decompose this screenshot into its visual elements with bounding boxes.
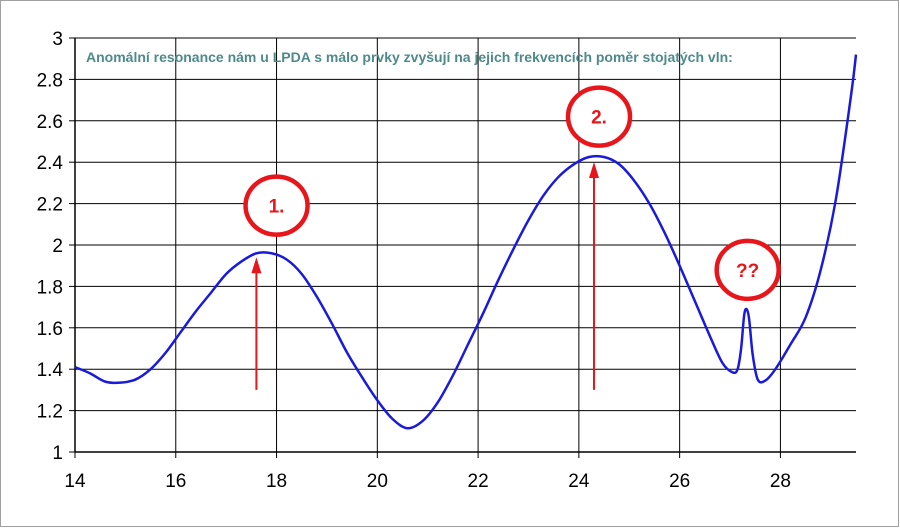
y-tick-label: 1 (52, 443, 63, 464)
x-tick-label: 22 (468, 471, 489, 492)
series (74, 54, 858, 430)
annotation-arrowhead-2 (588, 162, 599, 179)
annotation-arrowhead-1 (251, 257, 262, 274)
axes (69, 37, 856, 458)
x-tick-label: 20 (367, 471, 388, 492)
annotation-circle-2 (565, 85, 633, 148)
y-tick-label: 2 (52, 236, 63, 257)
y-tick-label: 2.2 (37, 195, 63, 216)
y-tick-label: 1.6 (37, 319, 63, 340)
y-tick-label: 2.6 (37, 112, 63, 133)
annotation-label-2: 2. (591, 108, 607, 129)
x-tick-label: 14 (64, 471, 86, 492)
annotation-circle-1 (243, 174, 310, 237)
y-tick-label: 3 (52, 29, 63, 50)
y-tick-label: 1.4 (37, 360, 64, 381)
y-tick-label: 1.8 (37, 277, 63, 298)
annotations: 1. 2.?? (243, 85, 781, 390)
x-tick-label: 28 (770, 471, 791, 492)
chart-title: Anomální resonance nám u LPDA s málo prv… (86, 49, 733, 65)
annotation-circle-3 (714, 238, 781, 302)
x-tick-label: 18 (266, 471, 287, 492)
x-tick-label: 24 (568, 471, 590, 492)
y-tick-label: 1.2 (37, 402, 63, 423)
swr-line (74, 54, 858, 430)
x-tick-label: 26 (669, 471, 690, 492)
y-tick-label: 2.4 (37, 153, 64, 174)
annotation-label-1: 1. (269, 197, 285, 218)
x-tick-label: 16 (165, 471, 186, 492)
tick-labels: 1 1.2 1.4 1.6 1.8 2 2.2 2.4 2.6 2.8 3 14 16 18 20 22 24 2… (37, 29, 791, 492)
annotation-label-3: ?? (736, 261, 759, 282)
y-tick-label: 2.8 (37, 70, 63, 91)
